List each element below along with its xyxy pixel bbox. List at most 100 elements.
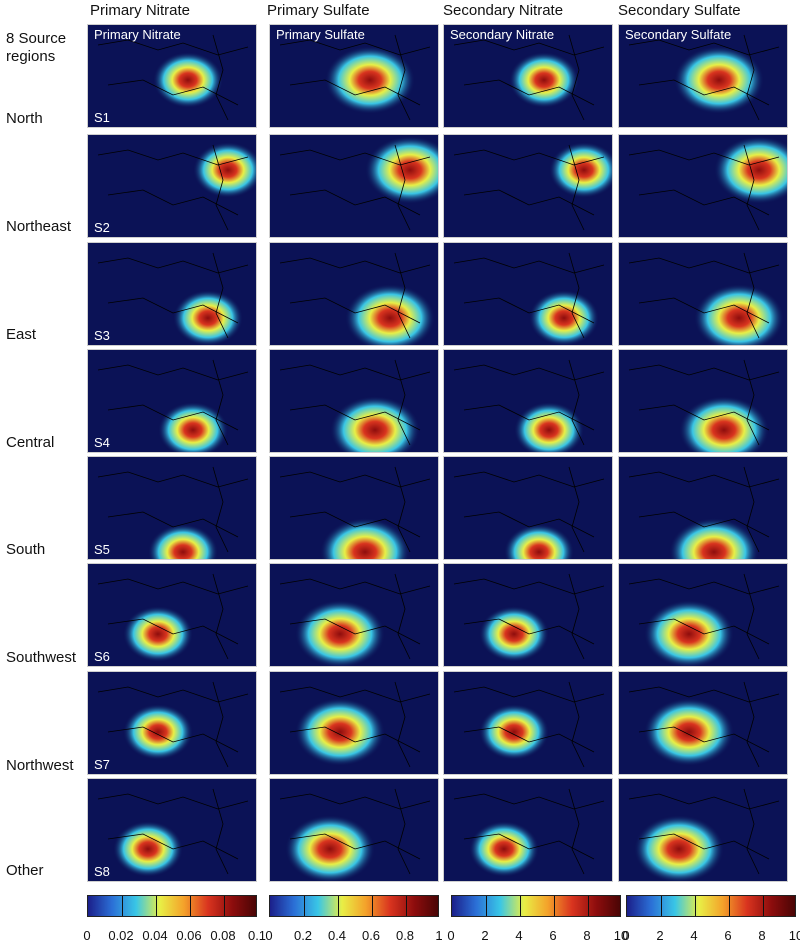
map-panel-primary-nitrate-s4: S4 — [87, 349, 257, 453]
colorbar-tick-mark — [588, 896, 589, 916]
colorbar-tick-mark — [122, 896, 123, 916]
row-label-north: North — [6, 110, 43, 127]
panel-title: Primary Nitrate — [94, 27, 181, 42]
concentration-map — [270, 135, 438, 237]
map-panel-secondary-nitrate-s5 — [443, 456, 613, 560]
map-panel-primary-sulfate-s3 — [269, 242, 439, 346]
map-panel-secondary-sulfate-s5 — [618, 456, 788, 560]
colorbar-tick-label: 2 — [656, 928, 664, 943]
concentration-map — [444, 457, 612, 559]
map-panel-secondary-sulfate-s8 — [618, 778, 788, 882]
colorbar-tick-label: 8 — [583, 928, 591, 943]
concentration-map — [270, 350, 438, 452]
column-header-primary-nitrate: Primary Nitrate — [90, 2, 191, 19]
colorbar-tick-mark — [763, 896, 764, 916]
concentration-map — [619, 350, 787, 452]
colorbar-tick-mark — [156, 896, 157, 916]
map-panel-primary-sulfate-s7 — [269, 671, 439, 775]
concentration-map — [270, 672, 438, 774]
map-panel-primary-nitrate-s1: Primary Nitrate S1 — [87, 24, 257, 128]
map-panel-secondary-sulfate-s7 — [618, 671, 788, 775]
map-panel-secondary-sulfate-s6 — [618, 563, 788, 667]
panel-title: Secondary Sulfate — [625, 27, 732, 42]
concentration-map — [619, 779, 787, 881]
colorbar-tick-label: 0.8 — [395, 928, 415, 943]
row-label-central: Central — [6, 434, 55, 451]
colorbar-tick-mark — [304, 896, 305, 916]
colorbar-tick-label: 0.2 — [293, 928, 313, 943]
colorbar-tick-label: 0.04 — [142, 928, 168, 943]
concentration-map — [88, 457, 256, 559]
concentration-map — [444, 779, 612, 881]
concentration-map — [444, 135, 612, 237]
concentration-map — [270, 243, 438, 345]
map-panel-primary-sulfate-s6 — [269, 563, 439, 667]
concentration-map — [270, 25, 438, 127]
map-panel-primary-nitrate-s3: S3 — [87, 242, 257, 346]
source-tag: S4 — [94, 435, 110, 450]
concentration-map — [88, 135, 256, 237]
source-regions-header: 8 Source regions — [6, 30, 67, 65]
colorbar-tick-label: 0.06 — [176, 928, 202, 943]
source-tag: S3 — [94, 328, 110, 343]
panel-title: Primary Sulfate — [276, 27, 365, 42]
map-panel-secondary-nitrate-s8 — [443, 778, 613, 882]
colorbar-tick-label: 4 — [690, 928, 698, 943]
colorbar-tick-mark — [695, 896, 696, 916]
concentration-map — [270, 564, 438, 666]
colorbar-tick-label: 10 — [613, 928, 629, 943]
concentration-map — [619, 25, 787, 127]
row-label-northeast: Northeast — [6, 218, 72, 235]
map-panel-secondary-nitrate-s4 — [443, 349, 613, 453]
concentration-map — [88, 350, 256, 452]
row-label-east: East — [6, 326, 37, 343]
colorbar-tick-label: 4 — [515, 928, 523, 943]
concentration-map — [444, 564, 612, 666]
colorbar-tick-label: 0.6 — [361, 928, 381, 943]
row-label-other: Other — [6, 862, 44, 879]
concentration-map — [444, 243, 612, 345]
source-tag: S8 — [94, 864, 110, 879]
colorbar-tick-label: 0 — [622, 928, 630, 943]
colorbar-tick-mark — [372, 896, 373, 916]
colorbar-secondary-sulfate — [626, 895, 796, 917]
concentration-map — [270, 457, 438, 559]
colorbar-tick-label: 0.08 — [210, 928, 236, 943]
colorbar-tick-label: 0 — [265, 928, 273, 943]
colorbar-tick-label: 10 — [788, 928, 800, 943]
source-tag: S2 — [94, 220, 110, 235]
map-panel-secondary-nitrate-s7 — [443, 671, 613, 775]
map-panel-secondary-sulfate-s2 — [618, 134, 788, 238]
concentration-map — [444, 672, 612, 774]
colorbar-tick-label: 0 — [83, 928, 91, 943]
map-panel-primary-sulfate-s8 — [269, 778, 439, 882]
colorbar-tick-label: 2 — [481, 928, 489, 943]
colorbar-tick-mark — [486, 896, 487, 916]
colorbar-tick-mark — [406, 896, 407, 916]
source-tag: S1 — [94, 110, 110, 125]
map-panel-secondary-sulfate-s1: Secondary Sulfate — [618, 24, 788, 128]
concentration-map — [444, 25, 612, 127]
concentration-map — [88, 25, 256, 127]
map-panel-primary-nitrate-s8: S8 — [87, 778, 257, 882]
map-panel-primary-nitrate-s2: S2 — [87, 134, 257, 238]
colorbar-tick-mark — [520, 896, 521, 916]
colorbar-tick-mark — [554, 896, 555, 916]
concentration-map — [88, 564, 256, 666]
map-panel-secondary-nitrate-s2 — [443, 134, 613, 238]
concentration-map — [619, 672, 787, 774]
colorbar-tick-label: 6 — [549, 928, 557, 943]
colorbar-tick-label: 1 — [435, 928, 443, 943]
colorbar-tick-label: 6 — [724, 928, 732, 943]
map-panel-primary-nitrate-s7: S7 — [87, 671, 257, 775]
colorbar-tick-label: 0.4 — [327, 928, 347, 943]
concentration-map — [88, 779, 256, 881]
map-panel-primary-sulfate-s2 — [269, 134, 439, 238]
map-panel-primary-sulfate-s1: Primary Sulfate — [269, 24, 439, 128]
colorbar-tick-label: 0.02 — [108, 928, 134, 943]
column-header-secondary-sulfate: Secondary Sulfate — [618, 2, 741, 19]
concentration-map — [619, 564, 787, 666]
map-panel-secondary-sulfate-s3 — [618, 242, 788, 346]
concentration-map — [270, 779, 438, 881]
colorbar-tick-mark — [224, 896, 225, 916]
